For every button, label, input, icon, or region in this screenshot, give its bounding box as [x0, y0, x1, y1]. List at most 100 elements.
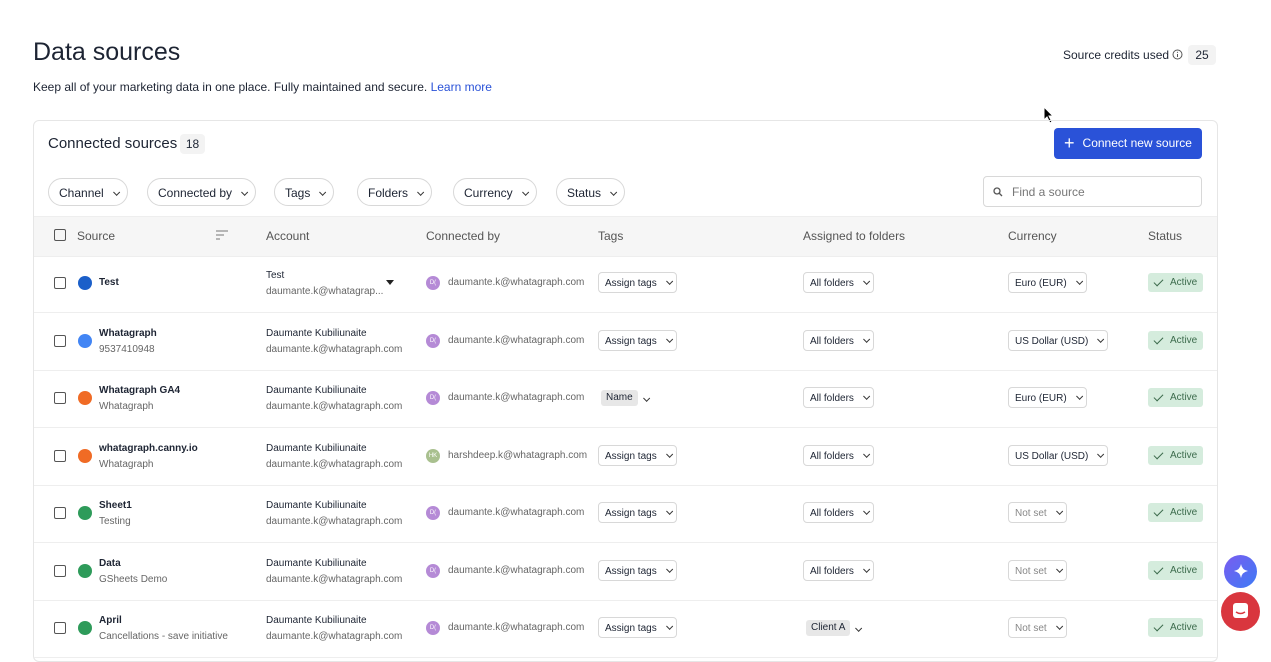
account-name: Test	[266, 270, 284, 281]
check-icon	[1154, 277, 1164, 287]
source-name: Data	[99, 558, 121, 569]
filter-1[interactable]: Connected by	[147, 178, 256, 206]
column-header: Currency	[1008, 229, 1057, 243]
assign-tags[interactable]: Assign tags	[598, 617, 677, 638]
connected-by: daumante.k@whatagraph.com	[448, 392, 584, 403]
folder-caret[interactable]	[846, 620, 859, 638]
info-icon	[1172, 49, 1183, 60]
filter-0[interactable]: Channel	[48, 178, 128, 206]
account-email: daumante.k@whatagraph.com	[266, 344, 402, 355]
folders-dropdown[interactable]: All folders	[803, 330, 874, 351]
row-checkbox[interactable]	[54, 335, 66, 347]
filter-5[interactable]: Status	[556, 178, 625, 206]
learn-more-link[interactable]: Learn more	[431, 80, 492, 94]
source-icon	[78, 449, 92, 463]
assign-tags[interactable]: Assign tags	[598, 272, 677, 293]
source-name: Sheet1	[99, 500, 132, 511]
connected-by: daumante.k@whatagraph.com	[448, 277, 584, 288]
currency-dropdown[interactable]: Not set	[1008, 617, 1067, 638]
source-sub: Cancellations - save initiative	[99, 631, 228, 642]
connected-by: daumante.k@whatagraph.com	[448, 507, 584, 518]
chat-icon	[1221, 592, 1260, 631]
assign-tags[interactable]: Assign tags	[598, 502, 677, 523]
select-all-checkbox[interactable]	[54, 229, 66, 241]
status-badge: Active	[1148, 561, 1203, 580]
user-avatar: D(	[426, 506, 440, 520]
connect-button[interactable]: +Connect new source	[1054, 128, 1202, 159]
row-checkbox[interactable]	[54, 277, 66, 289]
source-sub: Whatagraph	[99, 401, 153, 412]
folders-dropdown[interactable]: All folders	[803, 502, 874, 523]
user-avatar: D(	[426, 334, 440, 348]
folders-dropdown[interactable]: All folders	[803, 272, 874, 293]
user-avatar: D(	[426, 391, 440, 405]
source-name: whatagraph.canny.io	[99, 443, 198, 454]
currency-dropdown[interactable]: Not set	[1008, 560, 1067, 581]
connect-button-label: Connect new source	[1083, 136, 1192, 150]
source-sub: GSheets Demo	[99, 574, 167, 585]
subtitle-text: Keep all of your marketing data in one p…	[33, 80, 427, 94]
folders-dropdown[interactable]: All folders	[803, 387, 874, 408]
connected-by: daumante.k@whatagraph.com	[448, 335, 584, 346]
column-header: Status	[1148, 229, 1182, 243]
sparkle-icon	[1224, 555, 1257, 588]
account-email: daumante.k@whatagraph.com	[266, 459, 402, 470]
user-avatar: HK	[426, 449, 440, 463]
search-placeholder: Find a source	[1012, 185, 1085, 199]
search-icon	[993, 187, 1003, 197]
folders-dropdown[interactable]: All folders	[803, 445, 874, 466]
connected-by: daumante.k@whatagraph.com	[448, 622, 584, 633]
account-email: daumante.k@whatagrap...	[266, 286, 383, 297]
status-badge: Active	[1148, 618, 1203, 637]
assistant-button[interactable]	[1224, 555, 1257, 588]
row-checkbox[interactable]	[54, 565, 66, 577]
row-checkbox[interactable]	[54, 392, 66, 404]
page: {"header":{"title":"Data sources","subti…	[0, 0, 1271, 646]
filter-2[interactable]: Tags	[274, 178, 334, 206]
tag-caret[interactable]	[634, 390, 647, 408]
account-dropdown[interactable]	[386, 280, 394, 285]
row-checkbox[interactable]	[54, 622, 66, 634]
column-header: Connected by	[426, 229, 500, 243]
source-icon	[78, 564, 92, 578]
connected-by: harshdeep.k@whatagraph.com	[448, 450, 587, 461]
page-title: Data sources	[33, 38, 180, 67]
connected-by: daumante.k@whatagraph.com	[448, 565, 584, 576]
assign-tags[interactable]: Assign tags	[598, 560, 677, 581]
credits-label-text: Source credits used	[1063, 48, 1169, 62]
row-checkbox[interactable]	[54, 450, 66, 462]
source-name: Whatagraph GA4	[99, 385, 180, 396]
credits-value: 25	[1188, 45, 1216, 65]
source-name: Test	[99, 277, 119, 288]
source-icon	[78, 391, 92, 405]
column-header: Account	[266, 229, 309, 243]
search-box[interactable]: Find a source	[983, 176, 1202, 207]
filter-3[interactable]: Folders	[357, 178, 432, 206]
assign-tags[interactable]: Assign tags	[598, 330, 677, 351]
currency-dropdown[interactable]: Not set	[1008, 502, 1067, 523]
account-name: Daumante Kubiliunaite	[266, 558, 367, 569]
column-header: Tags	[598, 229, 623, 243]
check-icon	[1154, 507, 1164, 517]
currency-dropdown[interactable]: Euro (EUR)	[1008, 387, 1087, 408]
sort-icon[interactable]	[216, 230, 228, 240]
source-name: Whatagraph	[99, 328, 157, 339]
currency-dropdown[interactable]: US Dollar (USD)	[1008, 330, 1108, 351]
source-icon	[78, 621, 92, 635]
check-icon	[1154, 334, 1164, 344]
account-email: daumante.k@whatagraph.com	[266, 574, 402, 585]
source-icon	[78, 506, 92, 520]
currency-dropdown[interactable]: Euro (EUR)	[1008, 272, 1087, 293]
assign-tags[interactable]: Assign tags	[598, 445, 677, 466]
status-badge: Active	[1148, 446, 1203, 465]
account-name: Daumante Kubiliunaite	[266, 328, 367, 339]
chat-button[interactable]	[1221, 592, 1260, 631]
row-checkbox[interactable]	[54, 507, 66, 519]
column-header: Source	[77, 229, 115, 243]
subtitle: Keep all of your marketing data in one p…	[33, 80, 492, 94]
currency-dropdown[interactable]: US Dollar (USD)	[1008, 445, 1108, 466]
folders-dropdown[interactable]: All folders	[803, 560, 874, 581]
account-name: Daumante Kubiliunaite	[266, 615, 367, 626]
filter-4[interactable]: Currency	[453, 178, 537, 206]
source-name: April	[99, 615, 122, 626]
